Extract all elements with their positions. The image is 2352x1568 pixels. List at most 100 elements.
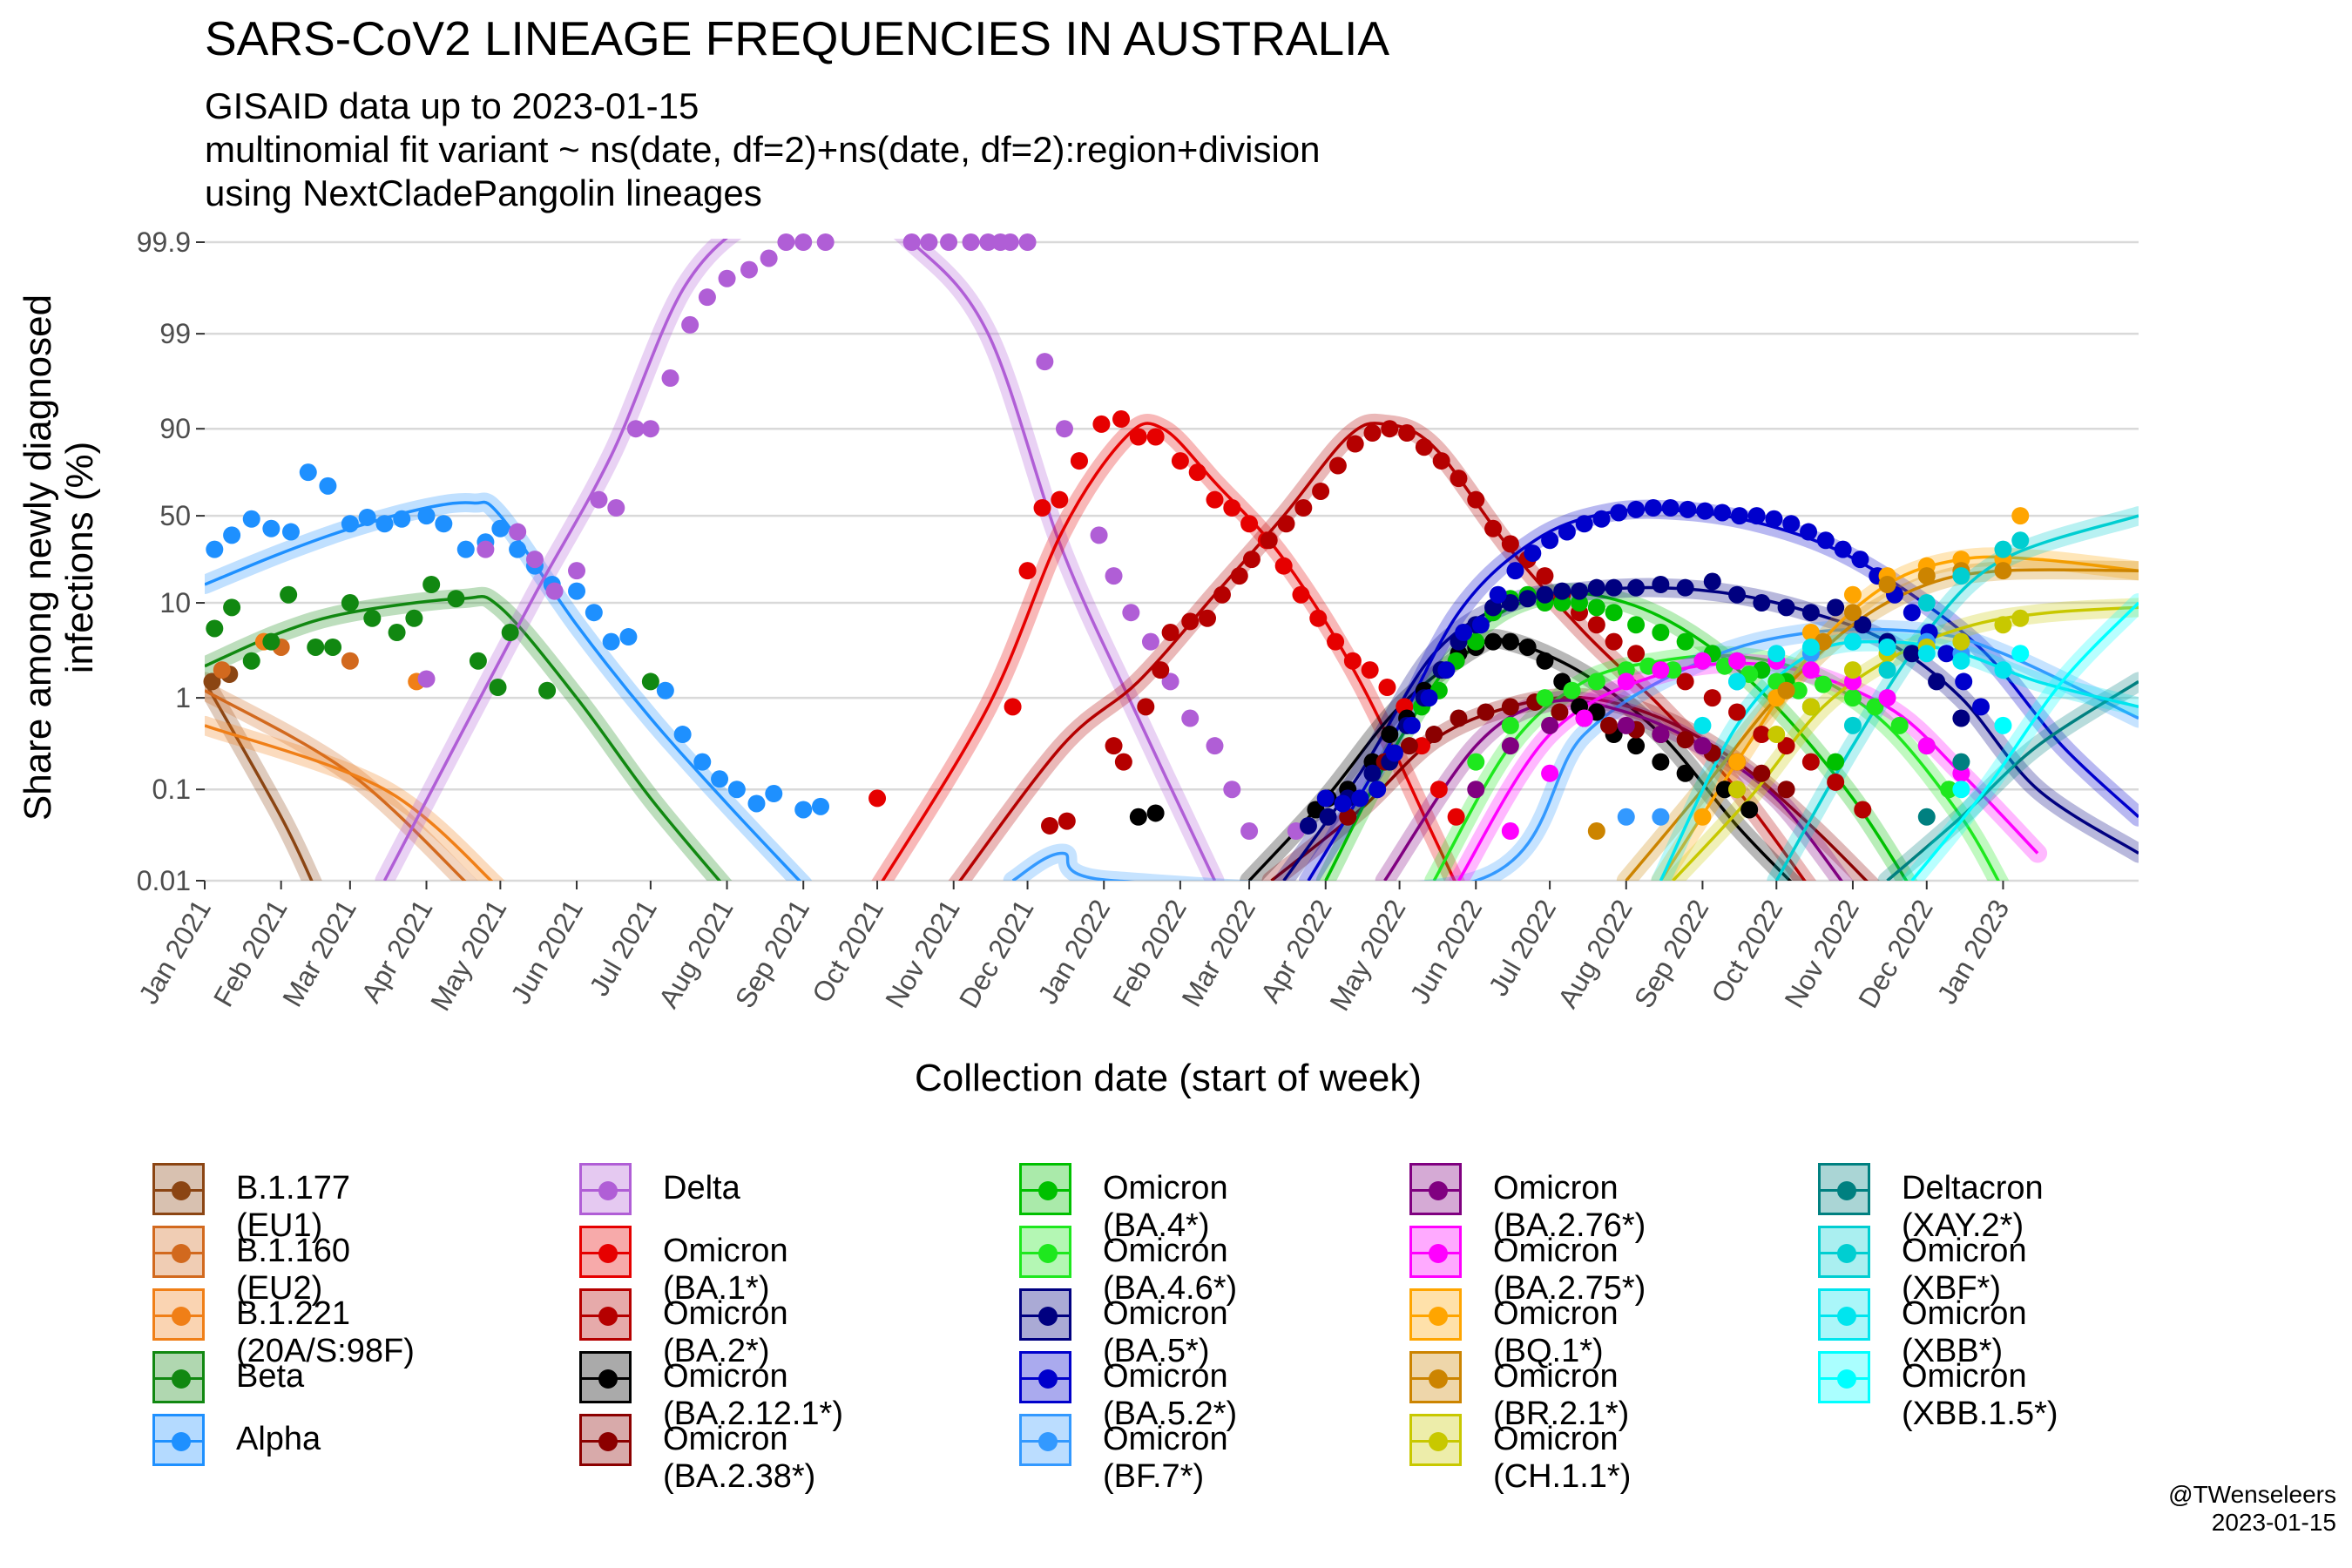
data-point	[1827, 773, 1845, 791]
data-point	[280, 585, 298, 604]
data-point	[1728, 781, 1747, 799]
fit-line	[1886, 679, 2139, 881]
y-tick-label: 0.1	[152, 774, 191, 805]
data-point	[1181, 709, 1200, 727]
data-point	[1518, 590, 1537, 608]
fit-line	[205, 680, 314, 881]
data-point	[1346, 435, 1364, 453]
data-point	[1146, 804, 1165, 822]
legend-label: Omicron (BA.1*)	[663, 1233, 788, 1307]
data-point	[1728, 585, 1747, 604]
fit-line	[881, 422, 1456, 881]
data-point	[1703, 572, 1721, 591]
data-point	[1866, 698, 1884, 716]
data-point	[1122, 604, 1140, 622]
data-point	[1777, 681, 1795, 700]
data-point	[1213, 585, 1231, 604]
legend-key	[1019, 1226, 1071, 1278]
data-point	[1777, 598, 1795, 617]
data-point	[740, 260, 758, 279]
data-point	[1188, 463, 1206, 482]
data-point	[962, 233, 980, 251]
data-point	[1627, 616, 1646, 634]
data-point	[1018, 233, 1037, 251]
data-point	[1501, 737, 1519, 755]
data-point	[206, 619, 224, 638]
data-point	[1292, 585, 1310, 604]
data-point	[1644, 498, 1662, 517]
x-tick-label: Jan 2021	[132, 895, 217, 1010]
data-point	[1524, 544, 1542, 563]
data-point	[1952, 632, 1970, 651]
data-point	[1467, 781, 1485, 799]
data-point	[1141, 632, 1159, 651]
data-point	[262, 519, 280, 537]
data-point	[1917, 808, 1936, 826]
data-point	[341, 594, 359, 612]
legend-label: Omicron (BQ.1*)	[1493, 1295, 1619, 1369]
data-point	[1696, 502, 1714, 520]
data-point	[1765, 510, 1783, 528]
legend-key	[1409, 1351, 1462, 1403]
data-point	[206, 540, 224, 558]
data-point	[1450, 709, 1468, 727]
data-point	[1827, 598, 1845, 617]
data-point	[1740, 801, 1759, 819]
data-point	[747, 794, 766, 813]
data-point	[1351, 789, 1369, 808]
data-point	[1801, 624, 1820, 642]
data-point	[1587, 616, 1605, 634]
data-point	[1199, 609, 1217, 627]
data-point	[1563, 681, 1581, 700]
data-point	[1713, 504, 1732, 522]
data-point	[1676, 731, 1694, 749]
data-point	[1129, 428, 1147, 446]
data-point	[1801, 661, 1820, 679]
data-point	[1152, 661, 1170, 679]
data-point	[1703, 689, 1721, 707]
x-tick-label: Nov 2021	[879, 895, 966, 1014]
data-point	[1429, 781, 1448, 799]
data-point	[1240, 822, 1259, 841]
data-point	[1928, 672, 1946, 691]
data-point	[1541, 764, 1559, 782]
data-point	[1851, 551, 1869, 569]
data-point	[223, 598, 241, 617]
data-point	[1575, 515, 1593, 533]
data-point	[1146, 428, 1165, 446]
data-point	[711, 770, 729, 788]
data-point	[1854, 801, 1872, 819]
data-point	[1092, 415, 1111, 433]
data-point	[476, 540, 495, 558]
data-point	[619, 628, 638, 646]
data-point	[491, 519, 510, 537]
y-tick-label: 99.9	[137, 226, 191, 258]
data-point	[422, 576, 441, 594]
data-point	[1952, 753, 1970, 771]
data-point	[525, 551, 544, 569]
data-point	[1575, 709, 1593, 727]
data-point	[1777, 737, 1795, 755]
data-point	[940, 233, 958, 251]
data-point	[1728, 703, 1747, 721]
data-point	[1753, 594, 1771, 612]
data-point	[1730, 507, 1748, 525]
data-point	[2011, 507, 2030, 525]
data-point	[1327, 632, 1345, 651]
data-point	[1536, 689, 1554, 707]
legend-label: Omicron (BA.5*)	[1103, 1295, 1228, 1369]
data-point	[417, 507, 436, 525]
data-point	[1816, 531, 1835, 550]
legend-key	[152, 1163, 205, 1215]
data-point	[1432, 452, 1450, 470]
data-point	[1994, 616, 2012, 634]
data-point	[681, 315, 700, 334]
data-point	[1277, 515, 1295, 533]
data-point	[1652, 753, 1670, 771]
data-point	[1676, 764, 1694, 782]
credit-author: @TWenseleers	[2168, 1481, 2336, 1508]
data-point	[1467, 753, 1485, 771]
legend-label: B.1.160 (EU2)	[236, 1233, 350, 1307]
legend-label: Omicron (BA.2*)	[663, 1295, 788, 1369]
